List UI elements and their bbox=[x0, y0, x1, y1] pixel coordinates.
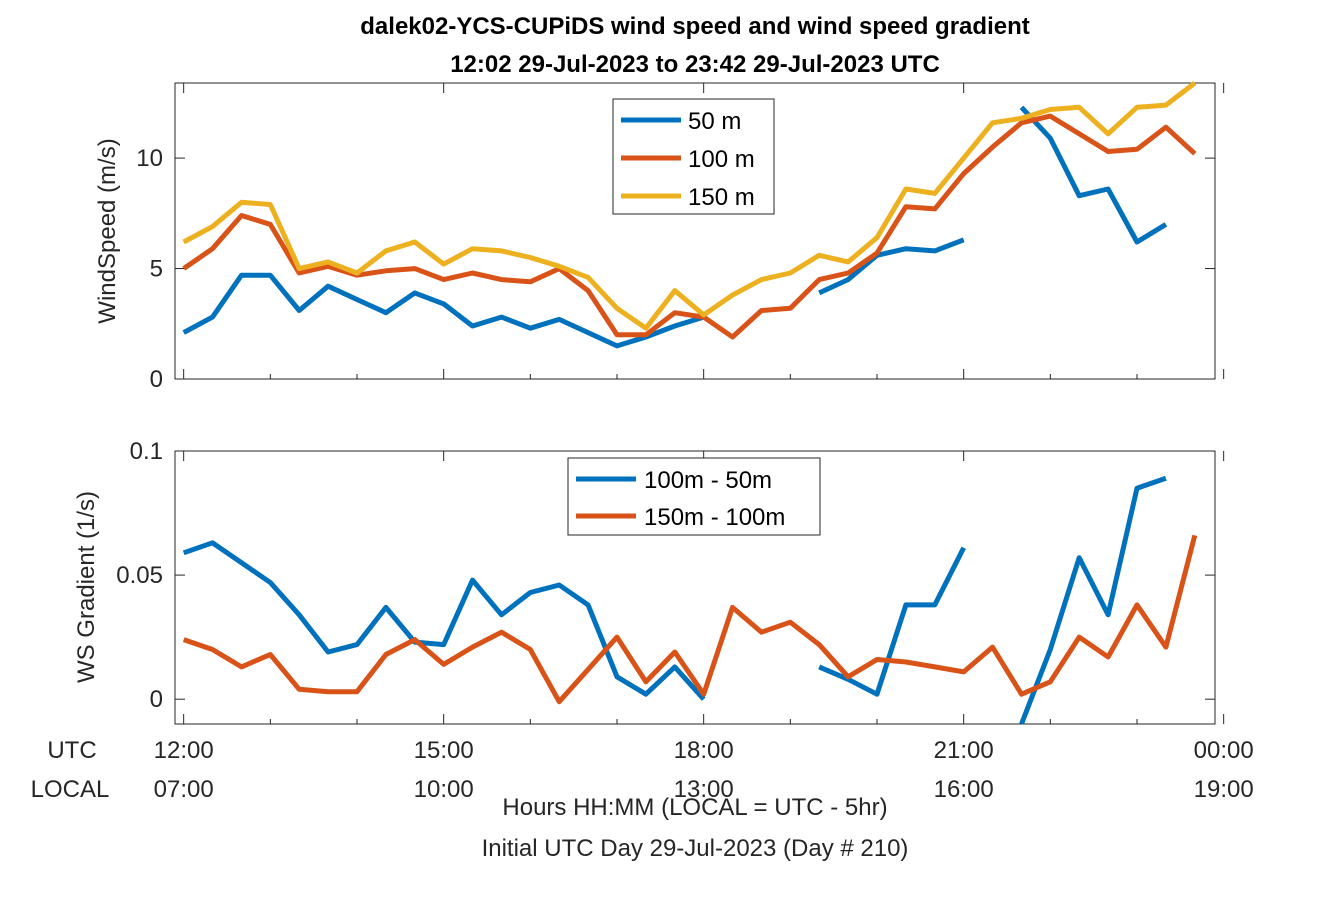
ytick-label: 10 bbox=[136, 145, 163, 172]
legend-label-150m-100m: 150m - 100m bbox=[644, 504, 785, 531]
xlabel-line1: Hours HH:MM (LOCAL = UTC - 5hr) bbox=[502, 794, 887, 821]
legend-label-100m-50m: 100m - 50m bbox=[644, 467, 772, 494]
xtick-label-utc: 00:00 bbox=[1194, 737, 1254, 764]
xtick-label-local: 19:00 bbox=[1194, 776, 1254, 803]
windspeed-plot-area bbox=[174, 82, 1216, 380]
windspeed-legend: 50 m 100 m 150 m bbox=[612, 98, 775, 215]
gradient-panel: 0 0.05 0.1 WS Gradient (1/s) 100m - 50m 15… bbox=[73, 438, 1225, 725]
series-line-50-m bbox=[182, 272, 705, 349]
ytick-label: 0 bbox=[150, 686, 163, 713]
local-axis-label: LOCAL bbox=[31, 776, 110, 803]
legend-label-150m: 150 m bbox=[688, 184, 755, 211]
xtick-label-utc: 21:00 bbox=[934, 737, 994, 764]
gradient-legend: 100m - 50m 150m - 100m bbox=[567, 457, 821, 536]
xtick-label-utc: 15:00 bbox=[414, 737, 474, 764]
ytick-label: 0.05 bbox=[116, 562, 163, 589]
legend-label-100m: 100 m bbox=[688, 146, 755, 173]
utc-axis-label: UTC bbox=[47, 737, 96, 764]
series-line-100m-50m bbox=[182, 540, 706, 701]
xlabel-line2: Initial UTC Day 29-Jul-2023 (Day # 210) bbox=[482, 835, 909, 862]
windspeed-panel: 0 5 10 WindSpeed (m/s) 50 m 100 m 150 m bbox=[94, 81, 1225, 393]
windspeed-ylabel: WindSpeed (m/s) bbox=[94, 138, 121, 323]
xtick-label-local: 16:00 bbox=[934, 776, 994, 803]
ytick-label: 0 bbox=[150, 366, 163, 393]
chart-title-line1: dalek02-YCS-CUPiDS wind speed and wind s… bbox=[360, 13, 1029, 40]
xtick-label-local: 13:00 bbox=[674, 776, 734, 803]
xtick-label-local: 10:00 bbox=[414, 776, 474, 803]
series-line-100m-50m bbox=[1019, 475, 1167, 725]
legend-label-50m: 50 m bbox=[688, 108, 741, 135]
chart-title-line2: 12:02 29-Jul-2023 to 23:42 29-Jul-2023 U… bbox=[450, 51, 940, 78]
ytick-label: 5 bbox=[150, 256, 163, 283]
series-line-150m-100m bbox=[182, 534, 1198, 705]
ytick-label: 0.1 bbox=[130, 438, 163, 465]
xtick-label-utc: 12:00 bbox=[154, 737, 214, 764]
xtick-label-utc: 18:00 bbox=[674, 737, 734, 764]
series-line-150-m bbox=[182, 81, 1197, 331]
gradient-plot-area bbox=[174, 450, 1216, 725]
gradient-ylabel: WS Gradient (1/s) bbox=[73, 491, 100, 683]
gradient-legend-box bbox=[567, 457, 821, 536]
series-line-100m-50m bbox=[818, 546, 966, 697]
series-line-50-m bbox=[1019, 105, 1168, 245]
xtick-label-local: 07:00 bbox=[154, 776, 214, 803]
series-line-50-m bbox=[818, 237, 965, 296]
